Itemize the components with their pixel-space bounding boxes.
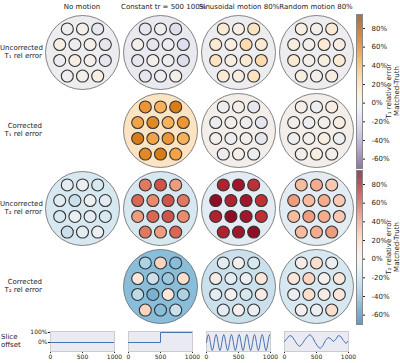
html-text:Corrected: Corrected: [7, 278, 42, 286]
svg-text:60%: 60%: [372, 199, 388, 207]
svg-text:80%: 80%: [372, 25, 388, 33]
html-text:Matched-Truth: Matched-Truth: [393, 66, 400, 116]
svg-text:1000: 1000: [107, 353, 122, 360]
html-text:T₁ rel error: T₁ rel error: [4, 52, 42, 60]
html-text:T₁ relative error: T₁ relative error: [385, 63, 393, 119]
svg-text:0%: 0%: [38, 338, 48, 345]
svg-text:500: 500: [311, 353, 323, 360]
svg-text:-40%: -40%: [372, 293, 390, 301]
html-text:No motion: No motion: [63, 3, 101, 11]
html-text:offset: offset: [1, 341, 21, 349]
html-text:T₂ rel error: T₂ rel error: [4, 286, 42, 294]
html-text:Uncorrected: Uncorrected: [0, 200, 43, 208]
html-text:Matched-Truth: Matched-Truth: [393, 222, 400, 272]
svg-text:-60%: -60%: [372, 311, 390, 319]
html-text:T₂ rel error: T₂ rel error: [4, 208, 42, 216]
html-text:T₂ relative error: T₂ relative error: [385, 219, 393, 275]
html-text:Slice: Slice: [1, 333, 18, 341]
svg-text:0: 0: [49, 353, 53, 360]
svg-text:0%: 0%: [372, 99, 383, 107]
html-text:Corrected: Corrected: [7, 122, 42, 130]
svg-text:-20%: -20%: [372, 118, 390, 126]
svg-text:0: 0: [127, 353, 131, 360]
html-text:T₁ rel error: T₁ rel error: [4, 130, 42, 138]
svg-text:20%: 20%: [371, 80, 388, 89]
svg-text:0: 0: [283, 353, 287, 360]
svg-text:1000: 1000: [263, 353, 278, 360]
svg-text:0%: 0%: [372, 255, 383, 263]
svg-text:80%: 80%: [372, 181, 388, 189]
svg-text:-20%: -20%: [372, 274, 390, 282]
svg-text:40%: 40%: [371, 218, 388, 227]
html-text:Constant tr = 500 100%: Constant tr = 500 100%: [121, 3, 207, 11]
svg-text:500: 500: [155, 353, 167, 360]
svg-text:60%: 60%: [372, 43, 388, 51]
svg-text:0: 0: [205, 353, 209, 360]
svg-text:40%: 40%: [371, 62, 388, 71]
html-text:Sinusoidal motion 80% Random m: Sinusoidal motion 80% Random motion 80%: [199, 3, 353, 11]
svg-text:500: 500: [77, 353, 89, 360]
html-text:Uncorrected: Uncorrected: [0, 44, 43, 52]
svg-text:-40%: -40%: [372, 137, 390, 145]
svg-text:1000: 1000: [341, 353, 356, 360]
svg-text:20%: 20%: [371, 236, 388, 245]
svg-text:-60%: -60%: [372, 155, 390, 163]
svg-text:1000: 1000: [185, 353, 200, 360]
svg-text:500: 500: [233, 353, 245, 360]
svg-text:100%: 100%: [30, 328, 47, 335]
